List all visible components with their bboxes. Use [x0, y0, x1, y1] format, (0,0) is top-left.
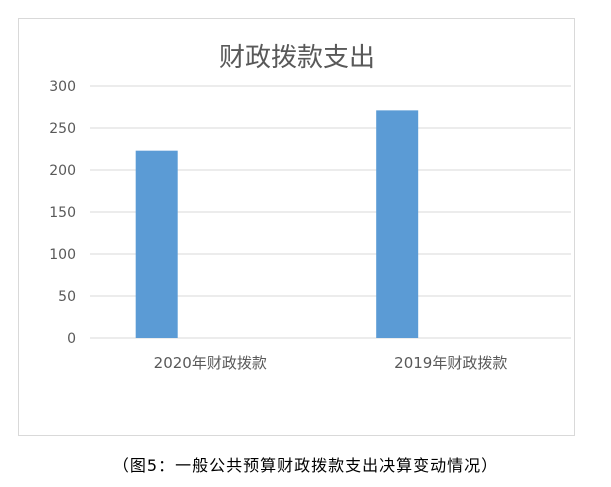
figure-caption: （图5：一般公共预算财政拨款支出决算变动情况）: [112, 456, 499, 475]
bar: [135, 150, 178, 338]
x-tick-label: 2020年财政拨款: [154, 354, 267, 372]
y-axis-ticks: 0 50 100 150 200 250 300: [49, 79, 76, 347]
x-tick-label: 2019年财政拨款: [394, 354, 507, 372]
y-tick-label: 150: [49, 205, 76, 221]
y-tick-label: 300: [49, 79, 76, 95]
chart-frame: [18, 18, 575, 436]
y-tick-label: 250: [49, 121, 76, 137]
y-tick-label: 100: [49, 247, 76, 263]
y-tick-label: 200: [49, 163, 76, 179]
x-axis-labels: 2020年财政拨款 2019年财政拨款: [154, 354, 508, 372]
chart-title: 财政拨款支出: [219, 43, 375, 73]
bars: [135, 110, 419, 338]
y-tick-label: 50: [58, 289, 76, 305]
bar-chart: 财政拨款支出 0 50 100 150 200 250 300 2020年财政拨款 2019年…: [49, 43, 571, 372]
y-tick-label: 0: [67, 331, 76, 347]
bar: [376, 110, 419, 338]
